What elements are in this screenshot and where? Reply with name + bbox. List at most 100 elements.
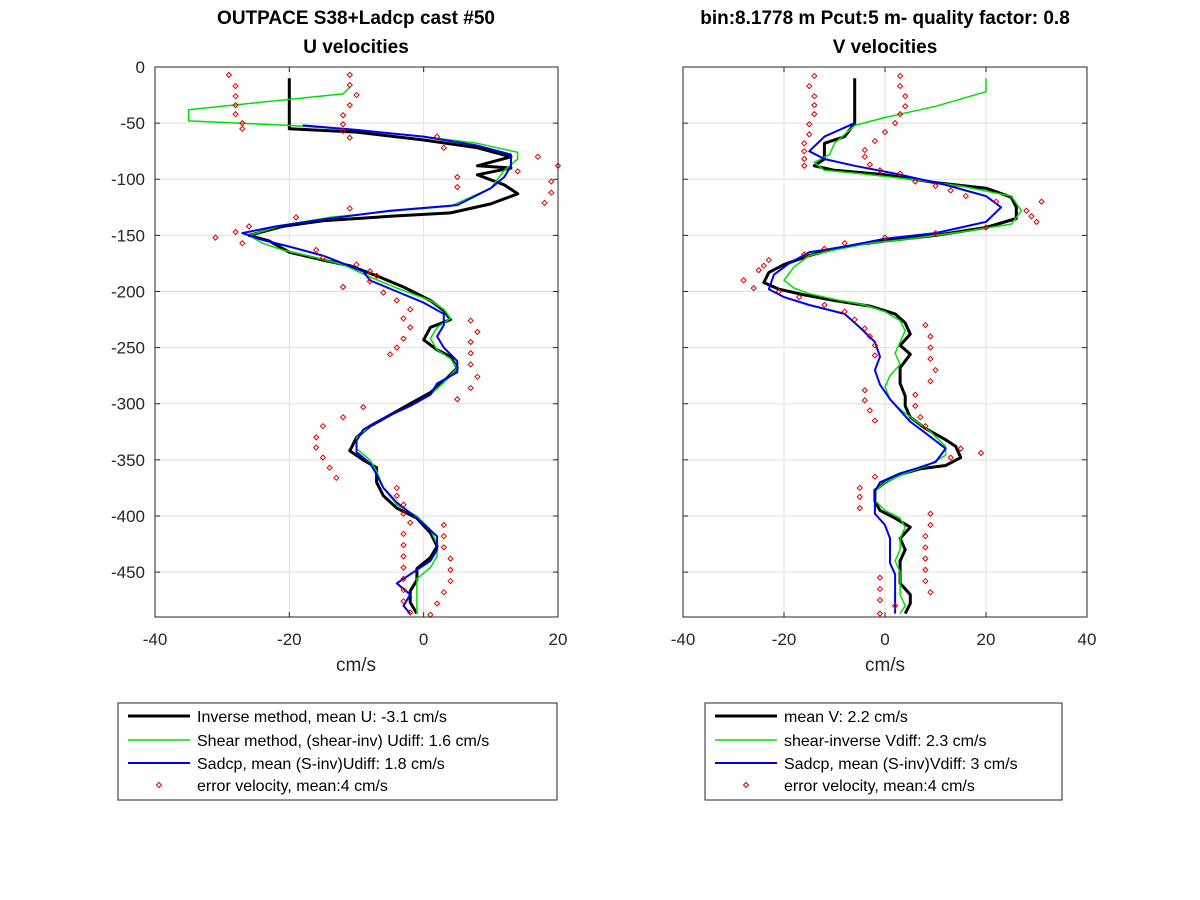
- v-error-velocity-marker: [1033, 218, 1040, 226]
- u-error-velocity-marker: [548, 189, 555, 196]
- u-xtick-label: -20: [277, 630, 302, 649]
- v-error-velocity-marker: [922, 577, 929, 585]
- v-error-velocity-marker: [922, 544, 929, 551]
- v-error-velocity-marker: [871, 342, 879, 349]
- u-error-velocity-marker: [400, 315, 407, 322]
- u-error-velocity-marker: [440, 521, 448, 529]
- u-error-velocity-marker: [346, 205, 353, 212]
- v-error-velocity-marker: [932, 229, 939, 237]
- v-error-velocity-marker: [740, 277, 747, 284]
- u-xtick-label: 20: [549, 630, 568, 649]
- v-error-velocity-marker: [800, 162, 808, 169]
- u-error-velocity-marker: [400, 564, 407, 571]
- v-error-velocity-marker: [1028, 213, 1035, 220]
- u-error-velocity-marker: [534, 153, 542, 161]
- v-tick-labels: -40 -20 0 20 40: [671, 66, 1096, 649]
- v-error-velocity-marker: [811, 72, 818, 80]
- u-error-velocity-marker: [319, 454, 327, 461]
- u-error-velocity-marker: [400, 553, 407, 560]
- v-error-velocity-marker: [891, 119, 899, 127]
- u-error-velocity-marker: [380, 289, 387, 296]
- v-legend-box: [704, 702, 1063, 801]
- u-error-velocity-marker: [393, 344, 401, 351]
- u-error-velocity-marker: [353, 261, 360, 268]
- v-error-velocity-marker: [927, 589, 934, 596]
- u-error-velocity-marker: [346, 101, 353, 109]
- u-tick-labels: -40 -20 0 200-50-100-150-200-250-300-350-40…: [111, 58, 567, 649]
- u-error-velocity-marker: [232, 92, 239, 100]
- v-error-velocity-marker: [927, 510, 934, 517]
- u-error-velocity-marker: [239, 240, 246, 247]
- u-legend-label-error: error velocity, mean:4 cm/s: [197, 778, 388, 795]
- u-error-velocity-marker: [440, 532, 448, 540]
- u-error-velocity-marker: [407, 519, 414, 526]
- u-error-velocity-marker: [467, 317, 474, 324]
- u-legend-swatch-error: [155, 781, 163, 789]
- v-error-velocity-marker: [765, 256, 773, 264]
- v-error-velocity-marker: [861, 146, 869, 154]
- v-error-velocity-marker: [871, 352, 879, 359]
- u-error-velocity-marker: [339, 413, 347, 421]
- u-error-velocity-marker: [312, 444, 320, 451]
- u-error-velocity-marker: [433, 133, 441, 140]
- u-legend-label-inverse: Inverse method, mean U: -3.1 cm/s: [197, 709, 447, 726]
- v-error-velocity-marker: [927, 378, 934, 385]
- v-error-velocity-marker: [800, 251, 808, 258]
- v-series-2-sadcp-mean-s-inv-vdiff-3: [767, 122, 1003, 614]
- u-axes-box: [154, 66, 559, 618]
- u-error-velocity-marker: [319, 254, 327, 262]
- v-error-velocity-marker: [947, 187, 954, 194]
- v-error-velocity-marker: [871, 417, 879, 424]
- v-error-velocity-marker: [912, 178, 919, 185]
- v-error-velocity-marker: [806, 131, 813, 138]
- v-error-velocity-marker: [876, 574, 884, 581]
- v-error-velocity-marker: [977, 449, 985, 457]
- u-ytick-label: -300: [111, 395, 145, 414]
- v-error-velocity-marker: [932, 366, 939, 374]
- v-error-velocity-marker: [871, 137, 879, 145]
- v-legend-label-shear: shear-inverse Vdiff: 2.3 cm/s: [784, 733, 986, 750]
- u-error-velocity-marker: [440, 544, 448, 551]
- v-error-velocity-marker: [922, 555, 929, 562]
- v-error-velocity-marker: [901, 92, 909, 100]
- u-error-velocity-marker: [400, 501, 407, 508]
- u-error-velocity-marker: [292, 214, 300, 221]
- u-xtick-label: 0: [419, 630, 428, 649]
- u-ytick-label: -200: [111, 282, 145, 301]
- v-error-velocity-marker: [851, 316, 858, 323]
- v-error-velocity-marker: [866, 333, 874, 340]
- u-error-velocity-marker: [339, 121, 347, 128]
- v-error-velocity-marker: [896, 110, 904, 118]
- v-error-velocity-marker: [755, 266, 762, 274]
- u-error-velocity-marker: [467, 361, 474, 368]
- v-series-1-shear-inverse-vdiff-2-3-: [783, 78, 1023, 615]
- u-error-velocity-marker: [447, 566, 454, 574]
- v-error-velocity-marker: [866, 407, 874, 414]
- u-plot-title: OUTPACE S38+Ladcp cast #50: [217, 8, 495, 29]
- v-error-velocity-marker: [922, 532, 929, 540]
- u-velocity-plot: OUTPACE S38+Ladcp cast #50 U velocities …: [111, 8, 567, 676]
- v-error-velocity-marker: [800, 140, 808, 147]
- v-plot-title: bin:8.1778 m Pcut:5 m- quality factor: 0…: [700, 8, 1070, 29]
- u-error-velocity-marker: [454, 396, 461, 403]
- u-ytick-label: -400: [111, 507, 145, 526]
- u-error-velocity-marker: [312, 246, 320, 254]
- u-error-velocity-marker: [433, 600, 441, 607]
- v-error-velocity-marker: [856, 504, 863, 512]
- v-error-velocity-marker: [876, 167, 884, 174]
- v-error-velocity-marker: [876, 596, 884, 604]
- v-error-velocity-marker: [800, 155, 808, 163]
- u-error-velocity-marker: [393, 297, 401, 304]
- v-error-velocity-marker: [1038, 198, 1045, 205]
- v-xtick-label: -40: [671, 630, 696, 649]
- u-error-velocity-marker: [393, 484, 401, 492]
- u-error-velocity-marker: [440, 589, 448, 596]
- u-error-velocity-marker: [467, 384, 474, 392]
- u-error-velocity-marker: [400, 598, 407, 605]
- v-error-velocity-marker: [821, 301, 828, 309]
- u-error-velocity-marker: [232, 228, 239, 236]
- u-ytick-label: -450: [111, 563, 145, 582]
- v-xtick-label: 0: [880, 630, 889, 649]
- u-series-group: [187, 71, 562, 618]
